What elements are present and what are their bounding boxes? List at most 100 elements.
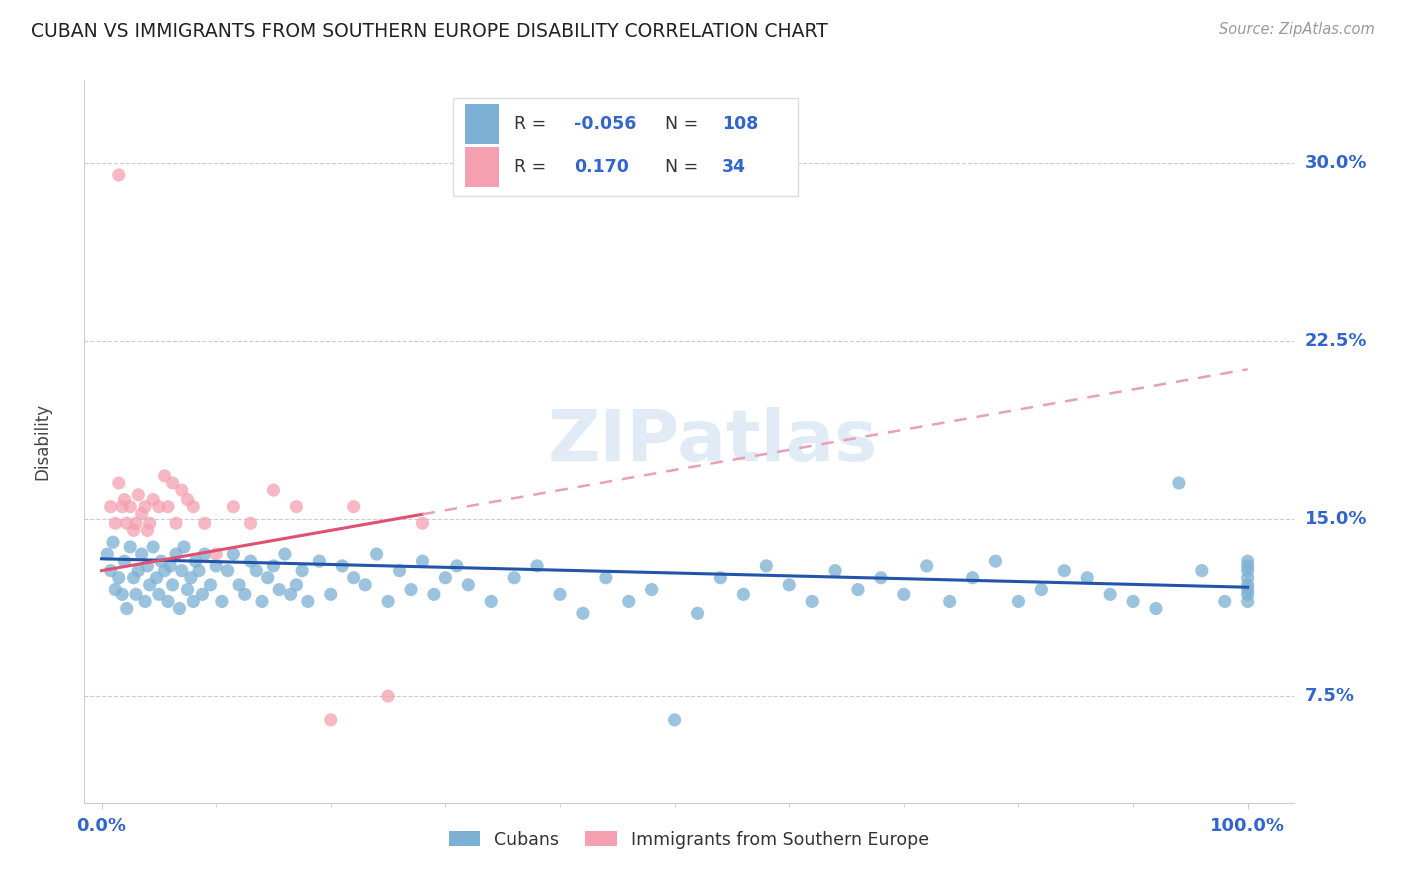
Point [686,607,709,621]
Point [181,500,204,514]
Point [824,564,846,578]
Point [984,554,1007,568]
Point [122,524,145,538]
Point [595,571,617,585]
Point [250,594,273,608]
Point [205,558,228,573]
Point [194,547,217,561]
Point [269,582,291,597]
Point [434,571,457,585]
FancyBboxPatch shape [465,147,499,186]
Point [319,713,342,727]
Text: 30.0%: 30.0% [1305,154,1367,172]
Point [1236,564,1258,578]
Point [228,578,250,592]
Point [145,571,167,585]
Point [134,594,156,608]
Text: 22.5%: 22.5% [1305,332,1367,350]
Text: CUBAN VS IMMIGRANTS FROM SOUTHERN EUROPE DISABILITY CORRELATION CHART: CUBAN VS IMMIGRANTS FROM SOUTHERN EUROPE… [31,22,828,41]
Point [664,713,686,727]
Point [1236,578,1258,592]
Point [153,564,176,578]
Point [733,587,755,601]
Point [709,571,731,585]
Point [173,540,195,554]
Point [319,587,342,601]
Point [165,547,187,561]
Point [801,594,824,608]
Point [399,582,422,597]
Point [115,516,138,531]
Text: ZIPatlas: ZIPatlas [548,407,879,476]
Point [1236,594,1258,608]
Legend: Cubans, Immigrants from Southern Europe: Cubans, Immigrants from Southern Europe [443,823,935,855]
Point [343,500,366,514]
Point [1236,554,1258,568]
Point [165,516,187,531]
Point [962,571,984,585]
Point [138,516,160,531]
Point [107,168,129,182]
Point [423,587,446,601]
Point [846,582,869,597]
Point [239,516,262,531]
Point [778,578,800,592]
Point [366,547,388,561]
Point [1053,564,1076,578]
Point [200,578,222,592]
Point [134,500,156,514]
Point [100,564,122,578]
Point [104,582,127,597]
Point [330,558,353,573]
Point [1167,475,1189,490]
Point [446,558,468,573]
Point [142,540,165,554]
Point [125,587,148,601]
Text: 0.170: 0.170 [574,158,628,176]
Point [256,571,278,585]
Point [239,554,262,568]
Point [479,594,502,608]
Point [136,524,159,538]
Point [96,547,118,561]
Point [938,594,960,608]
Text: 15.0%: 15.0% [1305,509,1367,527]
Point [263,483,285,497]
Point [181,594,204,608]
Point [411,554,433,568]
Point [222,547,245,561]
Point [191,587,214,601]
Point [291,564,314,578]
Point [1122,594,1144,608]
Point [138,578,160,592]
Point [411,516,433,531]
Point [153,469,176,483]
Text: 108: 108 [721,115,758,133]
Point [120,540,142,554]
Point [263,558,285,573]
Point [111,500,134,514]
Point [1236,558,1258,573]
Point [915,558,938,573]
Point [157,500,180,514]
Point [388,564,411,578]
Point [150,554,173,568]
Point [1236,571,1258,585]
Point [1191,564,1213,578]
Point [100,500,122,514]
Point [148,587,170,601]
Point [377,689,399,703]
Point [526,558,548,573]
Point [107,475,129,490]
Point [107,571,129,585]
Text: R =: R = [513,115,551,133]
Point [170,483,193,497]
Point [122,571,145,585]
Point [893,587,915,601]
Point [297,594,319,608]
Point [114,554,136,568]
Point [755,558,778,573]
Point [131,507,153,521]
Point [1099,587,1122,601]
Point [870,571,893,585]
